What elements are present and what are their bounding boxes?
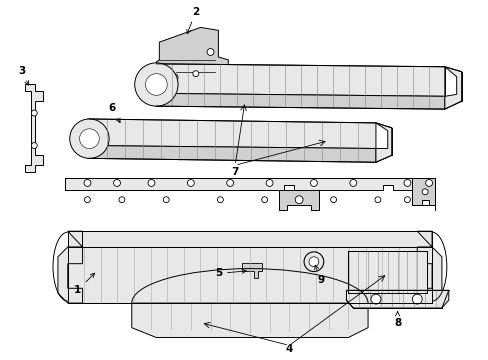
Polygon shape [68,247,431,303]
Polygon shape [375,123,391,162]
Polygon shape [58,231,82,303]
Circle shape [411,294,421,304]
Circle shape [170,74,178,82]
Circle shape [226,180,233,186]
Circle shape [403,180,410,186]
Polygon shape [65,178,434,190]
Polygon shape [444,67,461,109]
Polygon shape [131,303,367,338]
Polygon shape [411,178,434,204]
Circle shape [187,180,194,186]
Circle shape [113,180,120,186]
Polygon shape [87,119,375,148]
Polygon shape [156,93,444,109]
Circle shape [425,180,432,186]
Circle shape [192,71,198,77]
Circle shape [84,180,91,186]
Text: 9: 9 [314,265,324,285]
Circle shape [31,110,37,116]
Circle shape [80,129,99,148]
Polygon shape [416,231,441,303]
Circle shape [206,49,214,55]
Circle shape [421,189,427,195]
Circle shape [163,197,169,203]
Text: 7: 7 [231,167,238,177]
Polygon shape [156,27,228,89]
Polygon shape [279,190,318,210]
Circle shape [84,197,90,203]
Circle shape [374,197,380,203]
Text: 5: 5 [214,269,246,279]
Polygon shape [156,64,444,96]
Circle shape [148,180,155,186]
Circle shape [295,196,303,204]
Circle shape [135,63,178,106]
Polygon shape [242,263,261,278]
Text: 4: 4 [285,345,292,354]
Circle shape [119,197,124,203]
Circle shape [217,197,223,203]
Text: 2: 2 [186,6,199,34]
Text: 8: 8 [393,312,401,328]
Polygon shape [346,290,448,308]
Text: 3: 3 [18,66,29,85]
Circle shape [330,197,336,203]
Circle shape [265,180,272,186]
Polygon shape [25,84,43,172]
Circle shape [349,180,356,186]
Circle shape [70,119,109,158]
Text: 6: 6 [108,103,120,123]
Polygon shape [87,145,375,162]
Circle shape [310,180,317,186]
Circle shape [370,294,380,304]
Circle shape [304,252,323,271]
Circle shape [308,257,318,267]
Circle shape [145,74,167,95]
Text: 1: 1 [74,273,95,295]
Circle shape [261,197,267,203]
Polygon shape [68,231,431,247]
Circle shape [31,143,37,148]
Circle shape [404,197,409,203]
Polygon shape [347,251,426,293]
